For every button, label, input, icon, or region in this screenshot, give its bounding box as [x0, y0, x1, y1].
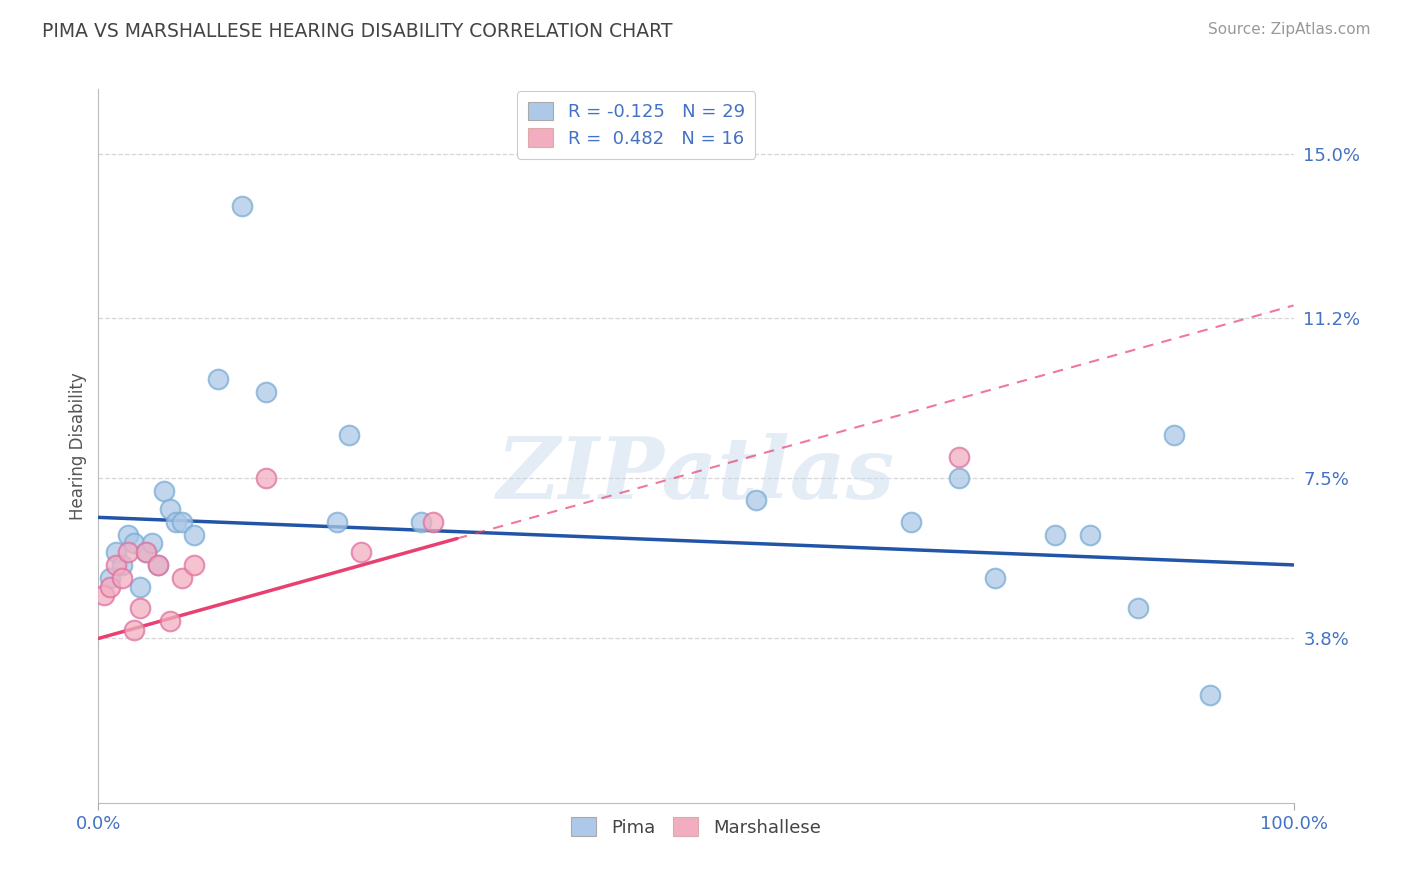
Point	[93, 588, 115, 602]
Point	[129, 601, 152, 615]
Point	[141, 536, 163, 550]
Point	[183, 558, 205, 572]
Point	[159, 614, 181, 628]
Point	[183, 527, 205, 541]
Point	[105, 545, 128, 559]
Point	[1163, 428, 1185, 442]
Point	[1199, 688, 1222, 702]
Point	[165, 515, 187, 529]
Point	[98, 580, 122, 594]
Point	[117, 527, 139, 541]
Point	[1043, 527, 1066, 541]
Text: PIMA VS MARSHALLESE HEARING DISABILITY CORRELATION CHART: PIMA VS MARSHALLESE HEARING DISABILITY C…	[42, 22, 672, 41]
Point	[339, 428, 361, 442]
Point	[900, 515, 922, 529]
Point	[1080, 527, 1102, 541]
Text: Source: ZipAtlas.com: Source: ZipAtlas.com	[1208, 22, 1371, 37]
Point	[129, 580, 152, 594]
Point	[422, 515, 444, 529]
Point	[231, 199, 253, 213]
Point	[117, 545, 139, 559]
Point	[148, 558, 170, 572]
Point	[172, 571, 194, 585]
Point	[153, 484, 176, 499]
Point	[159, 501, 181, 516]
Point	[1128, 601, 1150, 615]
Legend: Pima, Marshallese: Pima, Marshallese	[564, 810, 828, 844]
Point	[948, 450, 970, 464]
Point	[411, 515, 433, 529]
Point	[111, 558, 134, 572]
Point	[172, 515, 194, 529]
Point	[124, 536, 146, 550]
Point	[745, 493, 768, 508]
Point	[105, 558, 128, 572]
Point	[124, 623, 146, 637]
Y-axis label: Hearing Disability: Hearing Disability	[69, 372, 87, 520]
Point	[135, 545, 157, 559]
Point	[984, 571, 1007, 585]
Point	[254, 384, 277, 399]
Point	[111, 571, 134, 585]
Point	[135, 545, 157, 559]
Point	[148, 558, 170, 572]
Point	[350, 545, 373, 559]
Point	[98, 571, 122, 585]
Point	[207, 372, 229, 386]
Point	[948, 471, 970, 485]
Text: ZIPatlas: ZIPatlas	[496, 433, 896, 516]
Point	[254, 471, 277, 485]
Point	[326, 515, 349, 529]
